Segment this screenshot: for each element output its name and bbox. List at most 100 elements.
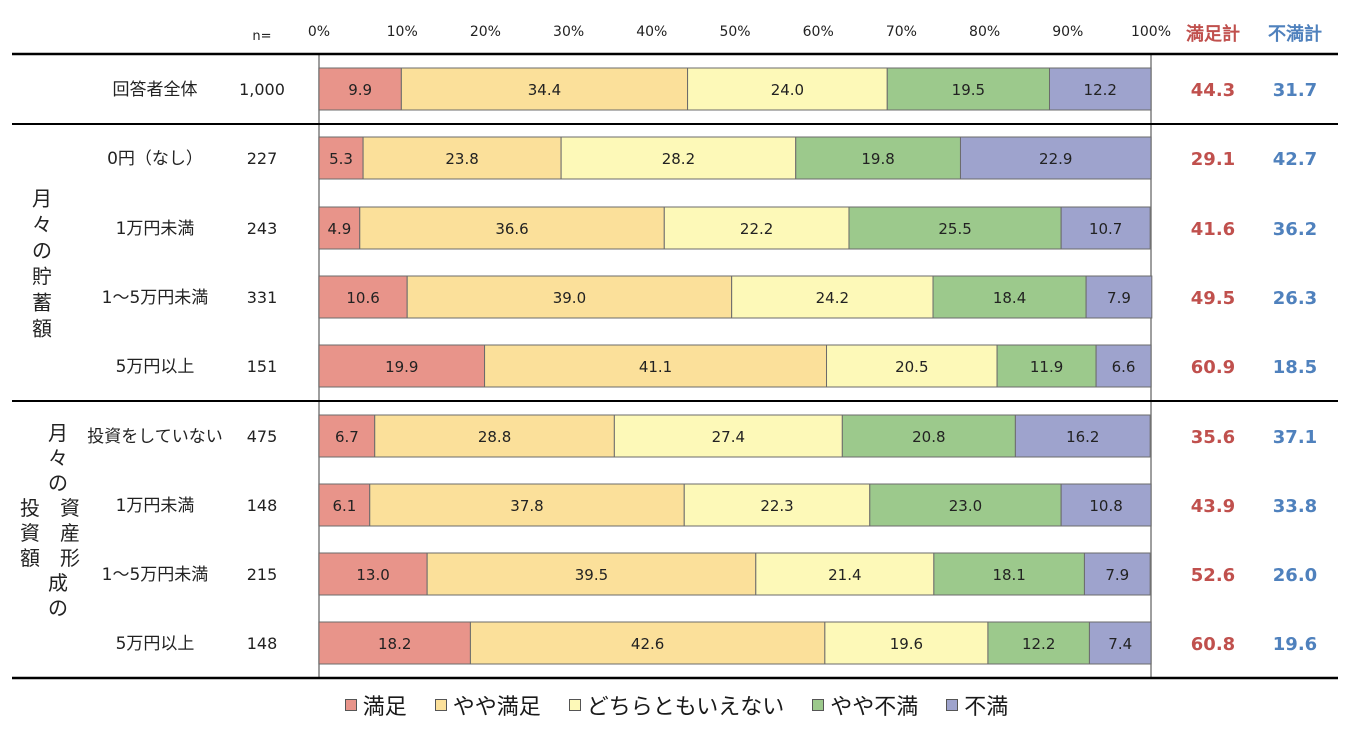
group-label-char: 額 — [20, 546, 40, 570]
group-label-char: 資 — [60, 496, 80, 520]
bar-value-label: 22.2 — [740, 220, 773, 238]
bar-value-label: 18.2 — [378, 635, 411, 653]
bar-value-label: 23.8 — [445, 150, 478, 168]
dissatisfied-total-value: 31.7 — [1273, 80, 1317, 101]
group-label-char: 々 — [32, 213, 52, 237]
bar-value-label: 28.8 — [478, 428, 511, 446]
legend-item: 不満 — [946, 689, 1008, 721]
bar-segment — [663, 206, 850, 250]
bar-segment — [731, 275, 934, 319]
bar-value-label: 22.3 — [760, 497, 793, 515]
legend-item: やや満足 — [434, 689, 541, 721]
row-label: 1万円未満 — [116, 219, 195, 239]
bar-value-label: 39.0 — [553, 289, 586, 307]
bar-segment — [613, 414, 843, 458]
group-label-char: 形 — [60, 546, 80, 570]
chart-legend: 満足 やや満足 どちらともいえない やや不満 不満 — [0, 688, 1353, 722]
row-n: 148 — [247, 634, 278, 653]
bar-segment — [841, 414, 1016, 458]
bar-value-label: 13.0 — [356, 566, 389, 584]
row-label: 回答者全体 — [113, 80, 198, 100]
bar-value-label: 34.4 — [528, 81, 561, 99]
row-label: 0円（なし） — [107, 149, 203, 169]
bar-value-label: 10.7 — [1089, 220, 1122, 238]
bar-segment — [932, 275, 1087, 319]
bar-segment — [1083, 552, 1151, 596]
row-label: 1～5万円未満 — [102, 565, 209, 585]
bar-segment — [1095, 344, 1152, 388]
satisfied-total-value: 43.9 — [1191, 496, 1235, 517]
axis-tick-label: 50% — [719, 24, 750, 40]
satisfied-total-value: 52.6 — [1191, 565, 1235, 586]
legend-swatch — [344, 699, 357, 711]
axis-tick-label: 40% — [636, 24, 667, 40]
group-label-char: 成 — [48, 571, 68, 595]
axis-tick-label: 90% — [1052, 24, 1083, 40]
row-n: 331 — [247, 288, 278, 307]
bar-segment — [318, 414, 376, 458]
legend-label: やや満足 — [452, 695, 541, 720]
bar-segment — [369, 483, 685, 527]
group-label-char: 貯 — [32, 265, 52, 289]
bar-value-label: 12.2 — [1022, 635, 1055, 653]
group-label-char: 月 — [48, 421, 68, 445]
bar-segment — [996, 344, 1097, 388]
bar-value-label: 18.1 — [992, 566, 1025, 584]
bar-value-label: 42.6 — [631, 635, 664, 653]
bar-value-label: 11.9 — [1030, 358, 1063, 376]
group-label-char: の — [32, 239, 52, 263]
n-header: n= — [252, 29, 271, 44]
dissatisfied-total-value: 37.1 — [1273, 427, 1317, 448]
legend-swatch — [434, 699, 447, 711]
bar-segment — [683, 483, 871, 527]
bar-segment — [484, 344, 828, 388]
row-label: 1～5万円未満 — [102, 288, 209, 308]
bar-value-label: 10.8 — [1089, 497, 1122, 515]
bar-segment — [1060, 206, 1151, 250]
bar-value-label: 6.1 — [332, 497, 356, 515]
bar-value-label: 9.9 — [348, 81, 372, 99]
group-label-char: 投 — [20, 496, 40, 520]
bar-value-label: 7.9 — [1105, 566, 1129, 584]
axis-tick-label: 30% — [553, 24, 584, 40]
bar-value-label: 20.8 — [912, 428, 945, 446]
bar-value-label: 5.3 — [329, 150, 353, 168]
bar-segment — [400, 67, 689, 111]
bar-value-label: 27.4 — [712, 428, 745, 446]
group-label-char: 額 — [32, 317, 52, 341]
bar-segment — [426, 552, 757, 596]
dissatisfied-total-value: 26.3 — [1273, 288, 1317, 309]
bar-value-label: 28.2 — [662, 150, 695, 168]
satisfied-total-value: 29.1 — [1191, 149, 1235, 170]
axis-tick-label: 100% — [1131, 24, 1171, 40]
bar-segment — [318, 67, 402, 111]
row-n: 475 — [247, 427, 278, 446]
group-label-char: の — [48, 596, 68, 620]
bar-value-label: 7.9 — [1107, 289, 1131, 307]
bar-value-label: 25.5 — [938, 220, 971, 238]
legend-item: やや不満 — [812, 689, 918, 721]
bar-segment — [933, 552, 1085, 596]
satisfied-total-value: 60.8 — [1191, 634, 1235, 655]
bar-value-label: 39.5 — [575, 566, 608, 584]
row-label: 5万円以上 — [116, 634, 195, 654]
bar-segment — [795, 136, 961, 180]
row-n: 215 — [247, 565, 278, 584]
satisfied-total-value: 49.5 — [1191, 288, 1235, 309]
legend-swatch — [946, 699, 959, 711]
group-label-char: 月 — [32, 187, 52, 211]
axis-tick-label: 20% — [470, 24, 501, 40]
bar-value-label: 19.5 — [952, 81, 985, 99]
bar-value-label: 4.9 — [327, 220, 351, 238]
bar-segment — [560, 136, 797, 180]
bar-segment — [869, 483, 1062, 527]
bar-segment — [318, 275, 408, 319]
group-label-char: 産 — [60, 521, 80, 545]
bar-segment — [374, 414, 615, 458]
dissatisfied-total-value: 18.5 — [1273, 357, 1317, 378]
bar-value-label: 21.4 — [828, 566, 861, 584]
bar-value-label: 6.7 — [335, 428, 359, 446]
bar-value-label: 19.6 — [890, 635, 923, 653]
legend-label: やや不満 — [830, 695, 919, 720]
bar-value-label: 18.4 — [993, 289, 1026, 307]
